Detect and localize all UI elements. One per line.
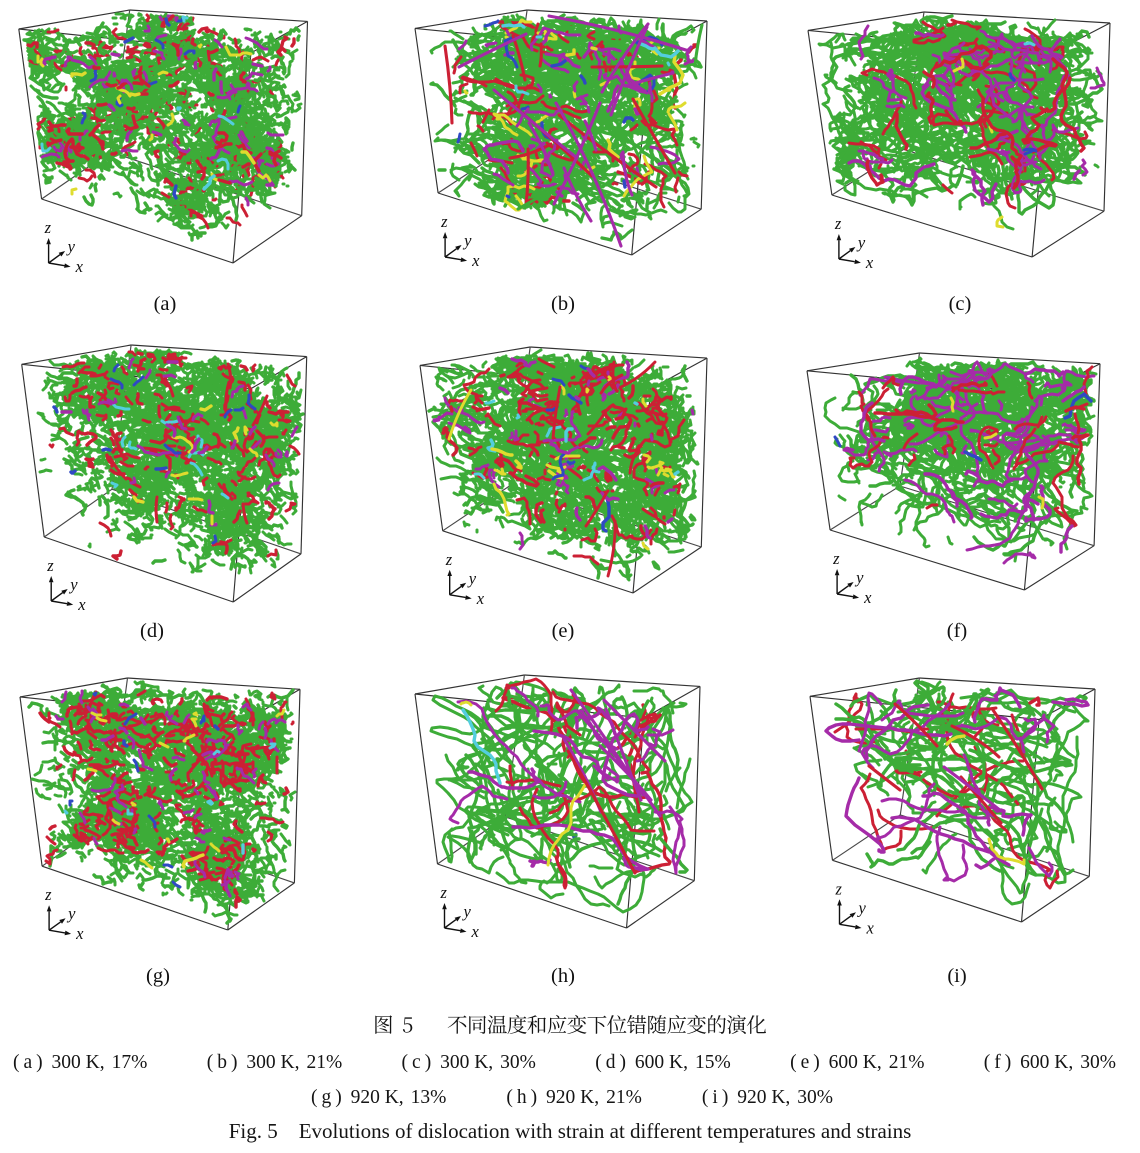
svg-text:x: x (866, 918, 875, 937)
svg-text:z: z (44, 885, 52, 904)
svg-text:z: z (440, 883, 448, 902)
svg-text:(b): (b) (551, 293, 575, 315)
svg-text:y: y (68, 575, 78, 594)
svg-text:y: y (66, 904, 76, 923)
svg-text:(f): (f) (947, 620, 967, 642)
svg-text:y: y (467, 569, 477, 588)
svg-text:z: z (46, 556, 54, 575)
svg-text:y: y (856, 233, 866, 252)
svg-text:y: y (854, 568, 864, 587)
svg-text:(c): (c) (949, 293, 972, 315)
svg-text:(d): (d) (140, 620, 164, 642)
svg-text:z: z (832, 549, 840, 568)
svg-text:(h): (h) (551, 965, 575, 987)
svg-text:(g): (g) (146, 965, 170, 987)
svg-text:z: z (834, 214, 842, 233)
svg-text:z: z (440, 212, 448, 231)
svg-text:x: x (476, 589, 485, 608)
svg-text:x: x (471, 251, 480, 270)
svg-text:x: x (75, 257, 84, 276)
svg-text:y: y (462, 231, 472, 250)
svg-text:z: z (445, 550, 453, 569)
svg-text:(i): (i) (947, 965, 966, 987)
svg-text:z: z (44, 218, 52, 237)
svg-text:y: y (66, 237, 76, 256)
svg-text:z: z (835, 879, 843, 898)
svg-text:(e): (e) (552, 620, 575, 642)
svg-text:y: y (857, 898, 867, 917)
svg-text:x: x (471, 922, 480, 941)
svg-text:x: x (865, 253, 874, 272)
svg-text:x: x (75, 924, 84, 943)
svg-text:x: x (863, 588, 872, 607)
svg-text:(a): (a) (154, 293, 177, 315)
svg-text:x: x (77, 595, 86, 614)
svg-text:y: y (462, 902, 472, 921)
